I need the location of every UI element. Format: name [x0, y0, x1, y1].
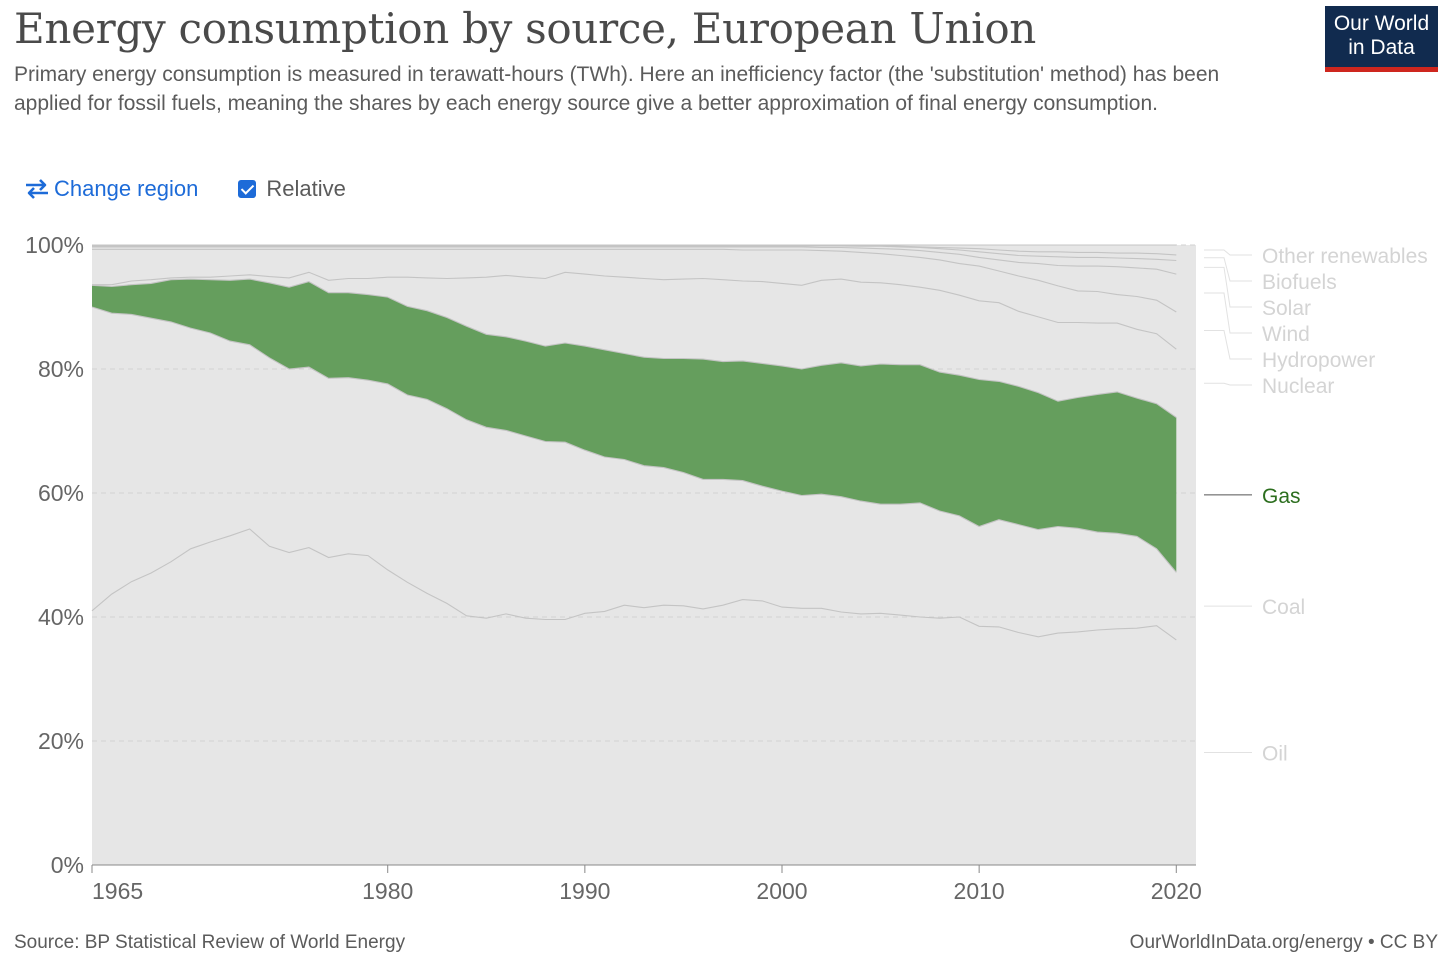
chart-title: Energy consumption by source, European U…: [14, 4, 1037, 53]
relative-checkbox[interactable]: [238, 180, 257, 198]
relative-label: Relative: [266, 176, 346, 201]
x-tick-label: 2000: [756, 878, 807, 904]
change-region-button[interactable]: Change region: [24, 176, 198, 202]
boundary-oil: [91, 528, 1177, 641]
change-region-label: Change region: [54, 176, 199, 201]
area-gas[interactable]: [92, 279, 1177, 573]
boundary-gas: [91, 278, 1177, 418]
legend-connector: [1204, 330, 1252, 360]
y-tick-label: 60%: [38, 480, 84, 506]
logo-line-2: in Data: [1348, 36, 1415, 59]
boundary-wind: [92, 246, 1177, 275]
relative-toggle[interactable]: Relative: [238, 176, 346, 202]
legend-connector: [1204, 257, 1252, 282]
series-boundaries: [91, 244, 1177, 641]
y-tick-label: 100%: [25, 232, 84, 258]
owid-logo[interactable]: Our World in Data: [1325, 6, 1438, 72]
legend-connector: [1204, 266, 1252, 308]
legend-label-gas[interactable]: Gas: [1262, 485, 1301, 508]
source-note[interactable]: Source: BP Statistical Review of World E…: [14, 932, 406, 953]
legend-label-solar[interactable]: Solar: [1262, 297, 1311, 320]
y-tick-label: 80%: [38, 356, 84, 382]
legend: Other renewables Biofuels Solar Wind Hydropo…: [1204, 245, 1428, 765]
y-tick-label: 40%: [38, 604, 84, 630]
legend-label-coal[interactable]: Coal: [1262, 596, 1305, 619]
series-areas: [92, 279, 1177, 573]
legend-connector: [1204, 382, 1252, 386]
legend-label-biofuels[interactable]: Biofuels: [1262, 271, 1337, 294]
axes: 0% 20% 40% 60% 80% 100% 1965 1980 1990 2000 2010 20…: [25, 232, 1202, 904]
legend-label-other-renewables[interactable]: Other renewables: [1262, 245, 1428, 268]
legend-connector: [1204, 292, 1252, 334]
boundary-solar: [92, 245, 1177, 262]
credit-link[interactable]: OurWorldInData.org/energy • CC BY: [1129, 932, 1438, 953]
x-tick-label: 1980: [362, 878, 413, 904]
x-tick-label: 1965: [92, 878, 143, 904]
legend-label-nuclear[interactable]: Nuclear: [1262, 375, 1334, 398]
legend-label-hydropower[interactable]: Hydropower: [1262, 349, 1375, 372]
swap-arrows-icon: [26, 179, 48, 199]
chart-controls: Change region Relative: [24, 176, 346, 202]
logo-line-1: Our World: [1333, 12, 1430, 35]
boundary-coal: [91, 306, 1177, 573]
y-tick-label: 0%: [51, 852, 84, 878]
boundary-hydropower: [92, 248, 1177, 313]
x-tick-label: 1990: [559, 878, 610, 904]
legend-connector: [1204, 249, 1252, 256]
legend-label-oil[interactable]: Oil: [1262, 742, 1288, 765]
x-tick-label: 2010: [954, 878, 1005, 904]
chart-subtitle: Primary energy consumption is measured i…: [14, 63, 1220, 115]
boundary-nuclear: [92, 271, 1177, 350]
y-tick-label: 20%: [38, 728, 84, 754]
legend-label-wind[interactable]: Wind: [1262, 323, 1310, 346]
x-tick-label: 2020: [1151, 878, 1202, 904]
